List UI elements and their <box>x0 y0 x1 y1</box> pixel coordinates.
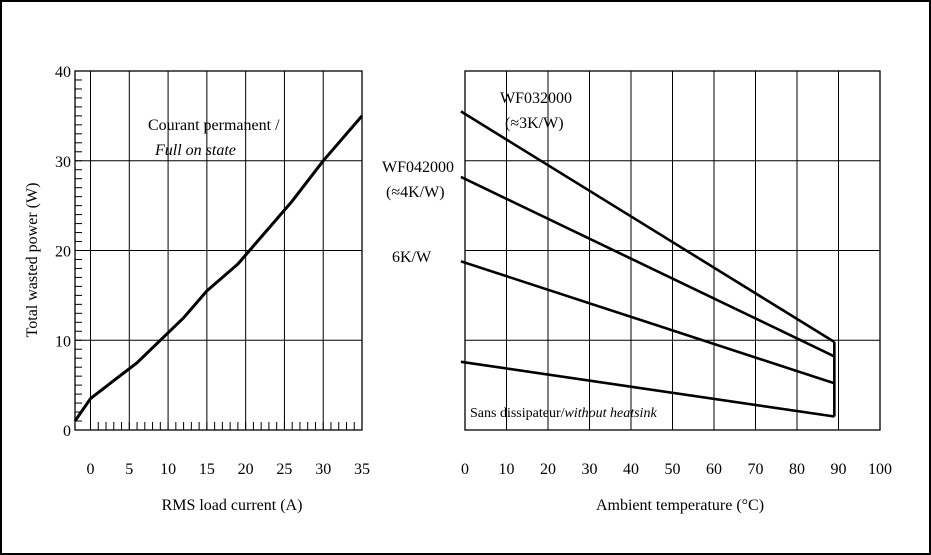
left-x-tick-label: 30 <box>315 461 331 478</box>
right-x-tick-label: 70 <box>748 461 764 478</box>
right-x-tick-label: 60 <box>706 461 722 478</box>
series-label-wf032000: WF032000 <box>500 90 572 107</box>
series-label-no-heatsink: Sans dissipateur/without heatsink <box>470 406 657 421</box>
series-label-wf042000: WF042000 <box>382 159 454 176</box>
left-minor-ticks <box>75 70 363 431</box>
right-x-tick-label: 10 <box>499 461 515 478</box>
right-x-tick-label: 20 <box>540 461 556 478</box>
left-y-tick-label: 10 <box>55 333 71 350</box>
right-heatsink-curve <box>460 360 835 418</box>
right-x-tick-label: 40 <box>623 461 639 478</box>
left-y-tick-label: 20 <box>55 244 71 261</box>
left-series <box>73 114 364 422</box>
right-heatsink-curve <box>460 110 836 344</box>
right-x-tick-label: 90 <box>831 461 847 478</box>
right-x-tick-label: 100 <box>868 461 892 478</box>
left-x-tick-label: 20 <box>238 461 254 478</box>
left-y-tick-label: 30 <box>55 154 71 171</box>
series-label-wf032000-resistance: (≈3K/W) <box>505 115 564 132</box>
right-x-tick-label: 0 <box>461 461 469 478</box>
left-chart: 0 10 20 30 40 0 5 10 15 20 25 30 35 Courant permane… <box>24 64 370 514</box>
right-grid <box>464 70 881 431</box>
left-x-tick-label: 5 <box>125 461 133 478</box>
right-heatsink-curve <box>460 175 835 358</box>
left-x-tick-label: 35 <box>354 461 370 478</box>
left-annotation-line1: Courant permanent / <box>148 117 280 134</box>
left-y-axis-label: Total wasted power (W) <box>24 183 41 338</box>
left-x-tick-label: 0 <box>87 461 95 478</box>
left-annotation-line2: Full on state <box>154 142 236 159</box>
left-x-axis-label: RMS load current (A) <box>162 497 303 514</box>
no-heatsink-italic: without heatsink <box>565 406 658 421</box>
left-power-curve <box>73 114 364 422</box>
left-x-tick-label: 25 <box>276 461 292 478</box>
series-label-wf042000-resistance: (≈4K/W) <box>386 184 445 201</box>
right-chart: 0 10 20 30 40 50 60 70 80 90 100 WF032000 (≈3K/W) … <box>382 70 892 514</box>
series-label-6kw: 6K/W <box>392 249 432 266</box>
right-series <box>460 110 836 418</box>
no-heatsink-regular: Sans dissipateur/ <box>470 406 565 421</box>
right-heatsink-curve <box>460 260 835 385</box>
right-x-axis-label: Ambient temperature (°C) <box>596 497 764 514</box>
right-x-tick-label: 30 <box>582 461 598 478</box>
left-y-tick-label: 40 <box>55 64 71 81</box>
left-x-tick-labels: 0 5 10 15 20 25 30 35 <box>87 461 370 478</box>
right-x-tick-labels: 0 10 20 30 40 50 60 70 80 90 100 <box>461 461 892 478</box>
left-y-tick-labels: 0 10 20 30 40 <box>55 64 71 440</box>
left-x-tick-label: 15 <box>199 461 215 478</box>
right-x-tick-label: 50 <box>665 461 681 478</box>
right-x-tick-label: 80 <box>789 461 805 478</box>
left-x-tick-label: 10 <box>160 461 176 478</box>
left-y-tick-label: 0 <box>63 423 71 440</box>
